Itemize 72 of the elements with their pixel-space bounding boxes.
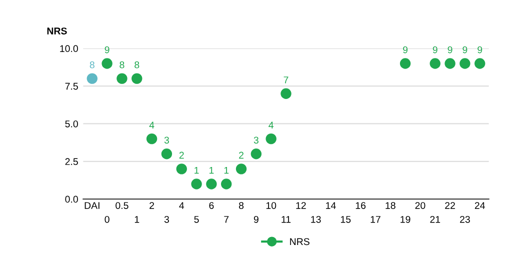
x-tick-label: 0: [104, 216, 110, 223]
point: [280, 88, 292, 99]
x-tick-label: 22: [445, 202, 455, 209]
x-tick-label: 18: [386, 202, 396, 209]
data-label: 3: [254, 136, 258, 144]
legend-label: NRS: [290, 238, 310, 246]
x-tick-label: 6: [209, 202, 214, 209]
point: [250, 148, 262, 160]
x-tick-label: 21: [430, 216, 440, 223]
x-tick-label: 3: [164, 216, 169, 223]
data-label: 1: [209, 166, 214, 174]
y-tick-label: 5.0: [65, 120, 78, 128]
data-label: 2: [179, 152, 184, 159]
data-label: 4: [268, 122, 274, 128]
data-label: 2: [239, 152, 244, 159]
point: [191, 178, 202, 190]
y-tick-label: 2.5: [65, 158, 78, 166]
data-label: 9: [478, 46, 482, 54]
data-label: 9: [448, 46, 452, 54]
data-label: 7: [284, 76, 288, 84]
point: [86, 73, 98, 84]
x-tick-label: 2: [150, 202, 154, 209]
point: [430, 58, 440, 69]
y-tick-label: 7.5: [65, 82, 78, 90]
point: [116, 73, 128, 84]
x-tick-label: DAI: [84, 202, 100, 209]
point: [176, 164, 187, 174]
data-label: 8: [90, 61, 94, 68]
x-tick-label: 19: [400, 216, 410, 223]
data-label: 4: [149, 122, 154, 128]
data-label: 9: [432, 46, 438, 54]
x-tick-label: 1: [134, 216, 140, 223]
point: [206, 178, 217, 190]
point: [132, 73, 142, 84]
point: [400, 58, 411, 69]
data-label: 1: [194, 166, 199, 174]
data-label: 1: [224, 166, 229, 174]
data-label: 9: [462, 46, 468, 54]
point: [102, 58, 112, 69]
data-label: 8: [120, 61, 124, 68]
x-tick-label: 12: [296, 202, 306, 209]
data-label: 3: [164, 136, 169, 144]
x-tick-label: 11: [282, 216, 291, 223]
point: [146, 133, 158, 144]
x-tick-label: 24: [474, 202, 485, 209]
point: [460, 58, 470, 69]
x-tick-label: 13: [311, 216, 321, 223]
y-tick-label: 0.0: [65, 196, 78, 203]
x-tick-label: 9: [254, 216, 258, 223]
x-tick-label: 0.5: [116, 202, 128, 209]
point: [444, 58, 456, 69]
x-tick-label: 10: [266, 202, 276, 209]
point: [236, 164, 247, 174]
x-tick-label: 15: [340, 216, 351, 223]
data-label: 9: [104, 46, 110, 54]
x-tick-label: 5: [194, 216, 199, 223]
x-tick-label: 4: [179, 202, 184, 209]
x-tick-label: 14: [326, 202, 336, 209]
point: [161, 148, 172, 160]
x-tick-label: 8: [238, 202, 244, 209]
x-tick-label: 23: [460, 216, 470, 223]
data-label: 9: [403, 46, 408, 54]
y-tick-label: 10.0: [60, 45, 78, 52]
point: [221, 178, 232, 190]
x-tick-label: 16: [356, 202, 366, 209]
x-tick-label: 17: [370, 216, 380, 223]
point: [474, 58, 486, 69]
point: [266, 133, 276, 144]
x-tick-label: 20: [415, 202, 426, 209]
y-axis-title: NRS: [47, 28, 67, 34]
data-label: 8: [134, 61, 140, 68]
x-tick-label: 7: [224, 216, 229, 223]
